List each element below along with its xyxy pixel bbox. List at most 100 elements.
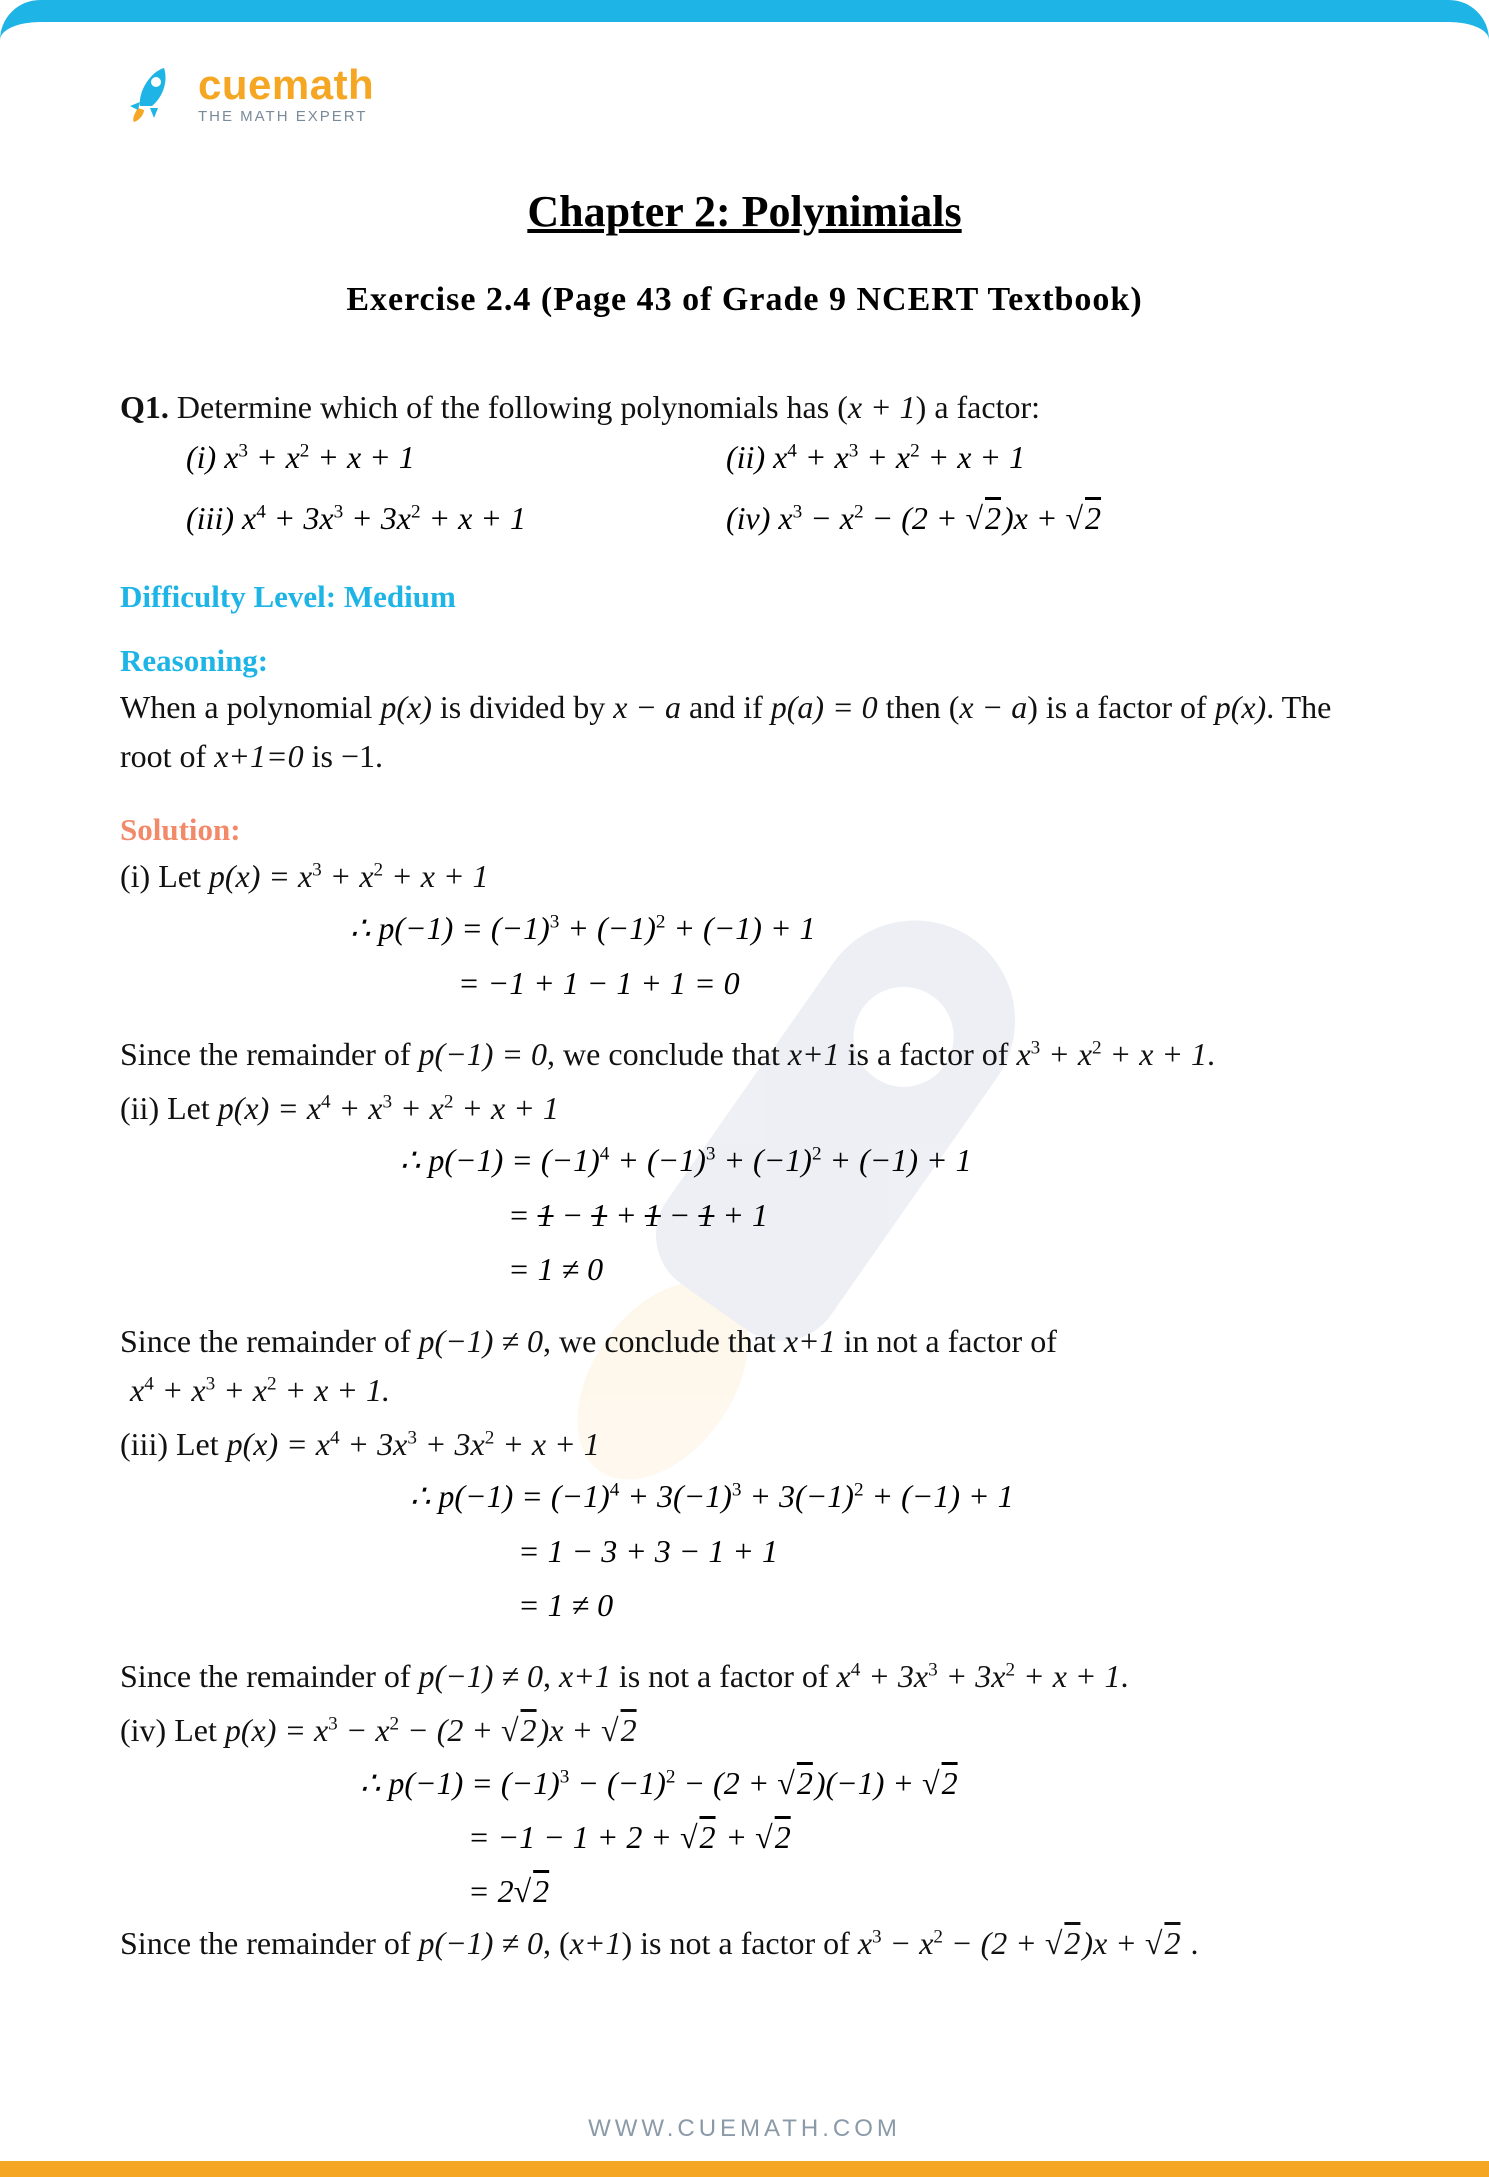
siv-fac: x+1 — [570, 1925, 622, 1961]
brand-name: cuemath — [198, 64, 374, 106]
siv-rem: p(−1) ≠ 0 — [419, 1925, 543, 1961]
reasoning-text: When a polynomial p(x) is divided by x −… — [120, 683, 1369, 782]
siv-end: . — [1182, 1925, 1198, 1961]
r-t7: is −1. — [304, 738, 383, 774]
sii-t3: 1 — [645, 1197, 661, 1233]
sol-iv-conc: Since the remainder of p(−1) ≠ 0, (x+1) … — [120, 1919, 1369, 1969]
sii-t1: 1 — [538, 1197, 554, 1233]
rocket-icon — [120, 62, 184, 126]
options-row-1: (i) x3 + x2 + x + 1 (ii) x4 + x3 + x2 + … — [186, 439, 1369, 476]
sol-iii-calc: ∴ p(−1) = (−1)4 + 3(−1)3 + 3(−1)2 + (−1)… — [410, 1469, 1369, 1632]
option-iii-label: (iii) — [186, 500, 234, 536]
siv-c2: , ( — [543, 1925, 570, 1961]
siii-c3: is not a factor of — [611, 1658, 837, 1694]
sol-iii-let-pre: (iii) Let — [120, 1426, 227, 1462]
sii-eq: = — [508, 1197, 538, 1233]
sol-ii-calc2: = 1 − 1 + 1 − 1 + 1 — [508, 1188, 1369, 1242]
options-row-2: (iii) x4 + 3x3 + 3x2 + x + 1 (iv) x3 − x… — [186, 500, 1369, 537]
option-iii: (iii) x4 + 3x3 + 3x2 + x + 1 — [186, 500, 666, 537]
sii-rem: p(−1) ≠ 0 — [419, 1323, 543, 1359]
r-t2: is divided by — [432, 689, 613, 725]
sii-c3: in not a factor of — [836, 1323, 1057, 1359]
siv-c3: ) is not a factor of — [621, 1925, 857, 1961]
sol-iv-let: (iv) Let p(x) = x3 − x2 − (2 + √2)x + √2 — [120, 1706, 1369, 1756]
solution-heading: Solution: — [120, 812, 1369, 848]
r-root: x+1=0 — [214, 738, 303, 774]
question-prompt-post: ) a factor: — [916, 389, 1040, 425]
option-i-expr: x3 + x2 + x + 1 — [224, 439, 415, 475]
sol-ii-calc3: = 1 ≠ 0 — [508, 1242, 1369, 1296]
option-iv-expr: x3 − x2 − (2 + √2)x + √2 — [778, 500, 1103, 536]
siii-rem: p(−1) ≠ 0 — [419, 1658, 543, 1694]
si-rem: p(−1) = 0 — [419, 1036, 548, 1072]
option-ii: (ii) x4 + x3 + x2 + x + 1 — [726, 439, 1206, 476]
logo-text: cuemath THE MATH EXPERT — [198, 64, 374, 125]
sol-iii-let-eq: p(x) = x4 + 3x3 + 3x2 + x + 1 — [227, 1426, 600, 1462]
page: cuemath THE MATH EXPERT Chapter 2: Polyn… — [0, 0, 1489, 2177]
sol-iii-calc1: ∴ p(−1) = (−1)4 + 3(−1)3 + 3(−1)2 + (−1)… — [410, 1469, 1369, 1523]
sii-t4: 1 — [698, 1197, 714, 1233]
sol-iv-calc2: = −1 − 1 + 2 + √2 + √2 — [468, 1810, 1369, 1864]
question-prompt-pre: Determine which of the following polynom… — [177, 389, 848, 425]
siii-c2: , — [543, 1658, 559, 1694]
si-c3: is a factor of — [840, 1036, 1017, 1072]
chapter-title: Chapter 2: Polynimials — [120, 186, 1369, 237]
sii-fac: x+1 — [784, 1323, 836, 1359]
si-end: . — [1207, 1036, 1215, 1072]
exercise-title: Exercise 2.4 (Page 43 of Grade 9 NCERT T… — [120, 281, 1369, 319]
sol-iii-let: (iii) Let p(x) = x4 + 3x3 + 3x2 + x + 1 — [120, 1420, 1369, 1470]
sol-ii-conc: Since the remainder of p(−1) ≠ 0, we con… — [120, 1317, 1369, 1367]
question: Q1. Determine which of the following pol… — [120, 383, 1369, 433]
sii-t2: 1 — [591, 1197, 607, 1233]
difficulty-level: Difficulty Level: Medium — [120, 579, 1369, 615]
r-t1: When a polynomial — [120, 689, 380, 725]
sii-c2: , we conclude that — [543, 1323, 784, 1359]
content: cuemath THE MATH EXPERT Chapter 2: Polyn… — [120, 62, 1369, 1968]
sol-iii-conc: Since the remainder of p(−1) ≠ 0, x+1 is… — [120, 1652, 1369, 1702]
option-ii-expr: x4 + x3 + x2 + x + 1 — [773, 439, 1025, 475]
sol-iv-calc: ∴ p(−1) = (−1)3 − (−1)2 − (2 + √2)(−1) +… — [360, 1756, 1369, 1919]
sol-i-calc: ∴ p(−1) = (−1)3 + (−1)2 + (−1) + 1 = −1 … — [350, 901, 1369, 1010]
question-label: Q1. — [120, 389, 169, 425]
question-factor: x + 1 — [848, 389, 916, 425]
r-xa: x − a — [613, 689, 681, 725]
sol-i-let-eq: p(x) = x3 + x2 + x + 1 — [209, 858, 489, 894]
sol-ii-let: (ii) Let p(x) = x4 + x3 + x2 + x + 1 — [120, 1084, 1369, 1134]
sol-iii-calc2: = 1 − 3 + 3 − 1 + 1 — [518, 1524, 1369, 1578]
siii-poly: x4 + 3x3 + 3x2 + x + 1 — [837, 1658, 1121, 1694]
sii-s2: + — [607, 1197, 645, 1233]
option-i: (i) x3 + x2 + x + 1 — [186, 439, 666, 476]
sii-c1: Since the remainder of — [120, 1323, 419, 1359]
option-ii-label: (ii) — [726, 439, 765, 475]
sol-iv-let-pre: (iv) Let — [120, 1712, 225, 1748]
siii-c1: Since the remainder of — [120, 1658, 419, 1694]
r-t4: then ( — [878, 689, 960, 725]
sol-iv-calc1: ∴ p(−1) = (−1)3 − (−1)2 − (2 + √2)(−1) +… — [360, 1756, 1369, 1810]
sol-ii-calc: ∴ p(−1) = (−1)4 + (−1)3 + (−1)2 + (−1) +… — [400, 1133, 1369, 1296]
si-poly: x3 + x2 + x + 1 — [1016, 1036, 1207, 1072]
si-c1: Since the remainder of — [120, 1036, 419, 1072]
reasoning-heading: Reasoning: — [120, 643, 1369, 679]
si-fac: x+1 — [788, 1036, 840, 1072]
footer-url: WWW.CUEMATH.COM — [0, 2089, 1489, 2161]
sol-i-let: (i) Let p(x) = x3 + x2 + x + 1 — [120, 852, 1369, 902]
option-i-label: (i) — [186, 439, 216, 475]
si-c2: , we conclude that — [547, 1036, 788, 1072]
sol-ii-let-eq: p(x) = x4 + x3 + x2 + x + 1 — [218, 1090, 559, 1126]
sol-ii-let-pre: (ii) Let — [120, 1090, 218, 1126]
r-px2: p(x) — [1215, 689, 1267, 725]
r-t3: and if — [681, 689, 771, 725]
brand-tagline: THE MATH EXPERT — [198, 108, 374, 125]
sol-iv-let-eq: p(x) = x3 − x2 − (2 + √2)x + √2 — [225, 1712, 639, 1748]
page-inner: cuemath THE MATH EXPERT Chapter 2: Polyn… — [0, 22, 1489, 2089]
option-iv-label: (iv) — [726, 500, 770, 536]
sol-i-conc: Since the remainder of p(−1) = 0, we con… — [120, 1030, 1369, 1080]
sol-i-calc1: ∴ p(−1) = (−1)3 + (−1)2 + (−1) + 1 — [350, 901, 1369, 955]
sol-ii-poly: x4 + x3 + x2 + x + 1. — [130, 1366, 1369, 1416]
option-iv: (iv) x3 − x2 − (2 + √2)x + √2 — [726, 500, 1206, 537]
r-t5: ) is a factor of — [1027, 689, 1214, 725]
siii-fac: x+1 — [559, 1658, 611, 1694]
sol-ii-calc1: ∴ p(−1) = (−1)4 + (−1)3 + (−1)2 + (−1) +… — [400, 1133, 1369, 1187]
option-iii-expr: x4 + 3x3 + 3x2 + x + 1 — [242, 500, 526, 536]
r-px: p(x) — [380, 689, 432, 725]
